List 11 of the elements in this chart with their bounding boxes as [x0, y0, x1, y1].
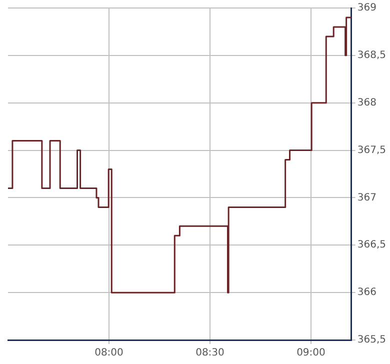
x-tick-label: 09:00 [296, 348, 326, 359]
y-tick-label: 368 [357, 97, 376, 108]
y-tick-label: 367 [357, 192, 376, 204]
x-tick-label: 08:30 [196, 348, 224, 359]
y-tick-label: 366 [357, 287, 376, 298]
x-tick-label: 08:00 [94, 348, 124, 359]
y-tick-label: 367,5 [357, 144, 386, 156]
y-tick-label: 365,5 [357, 334, 386, 346]
y-tick-label: 366,5 [357, 240, 386, 251]
y-tick-label: 369 [357, 2, 376, 14]
y-tick-label: 368,5 [357, 50, 386, 62]
